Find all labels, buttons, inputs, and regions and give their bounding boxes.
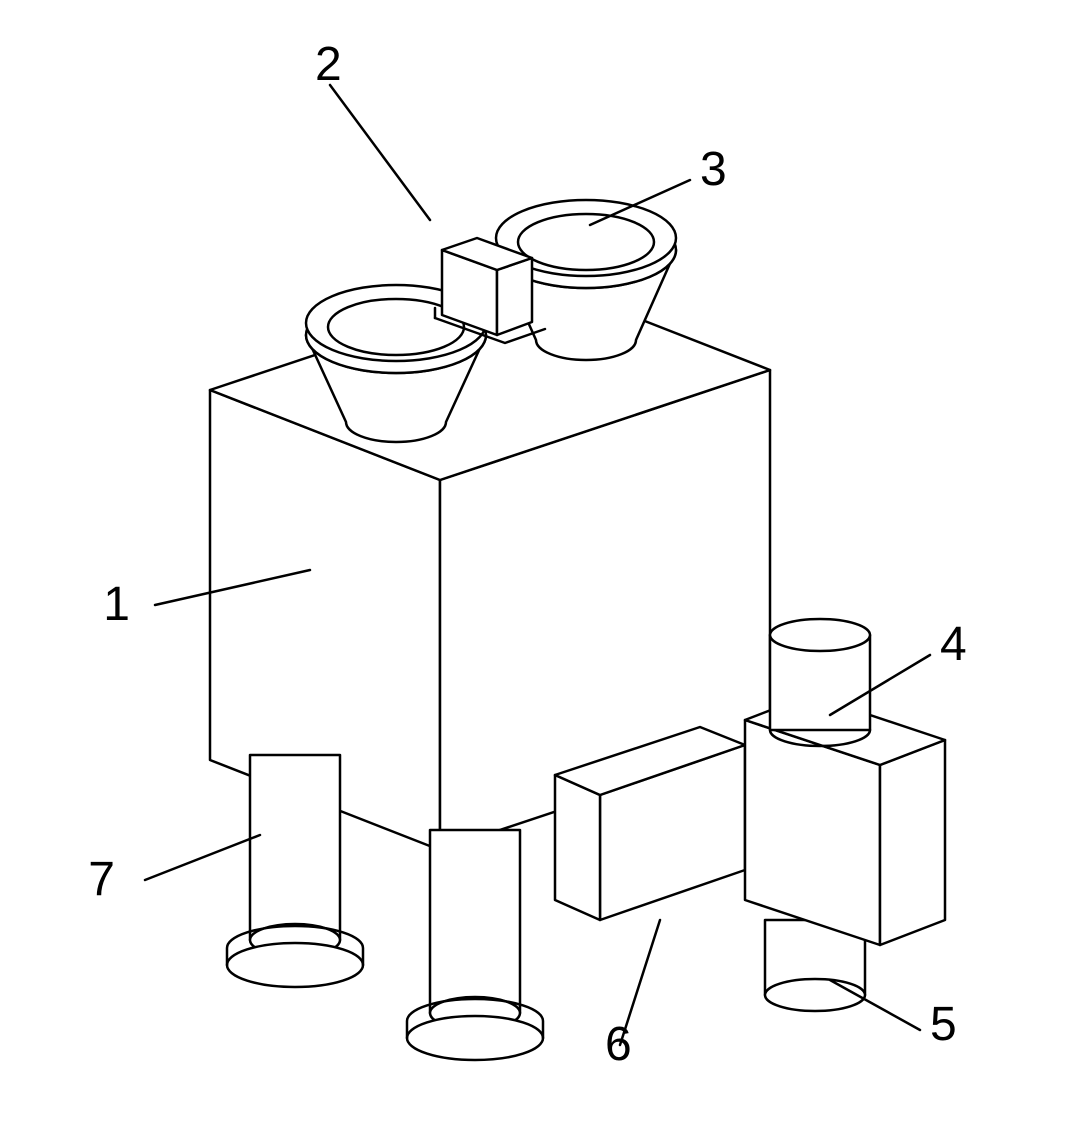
label-6: 6 <box>605 1018 632 1071</box>
side-block <box>745 695 945 945</box>
label-3: 3 <box>700 143 727 196</box>
label-1: 1 <box>103 578 130 631</box>
leg-front <box>407 830 543 1060</box>
top-cylinder <box>770 619 870 746</box>
label-5: 5 <box>930 998 957 1051</box>
label-4: 4 <box>940 618 967 671</box>
label-7: 7 <box>88 853 115 906</box>
label-2: 2 <box>315 38 342 91</box>
diagram-svg: 1 2 3 4 5 6 7 <box>0 0 1079 1131</box>
